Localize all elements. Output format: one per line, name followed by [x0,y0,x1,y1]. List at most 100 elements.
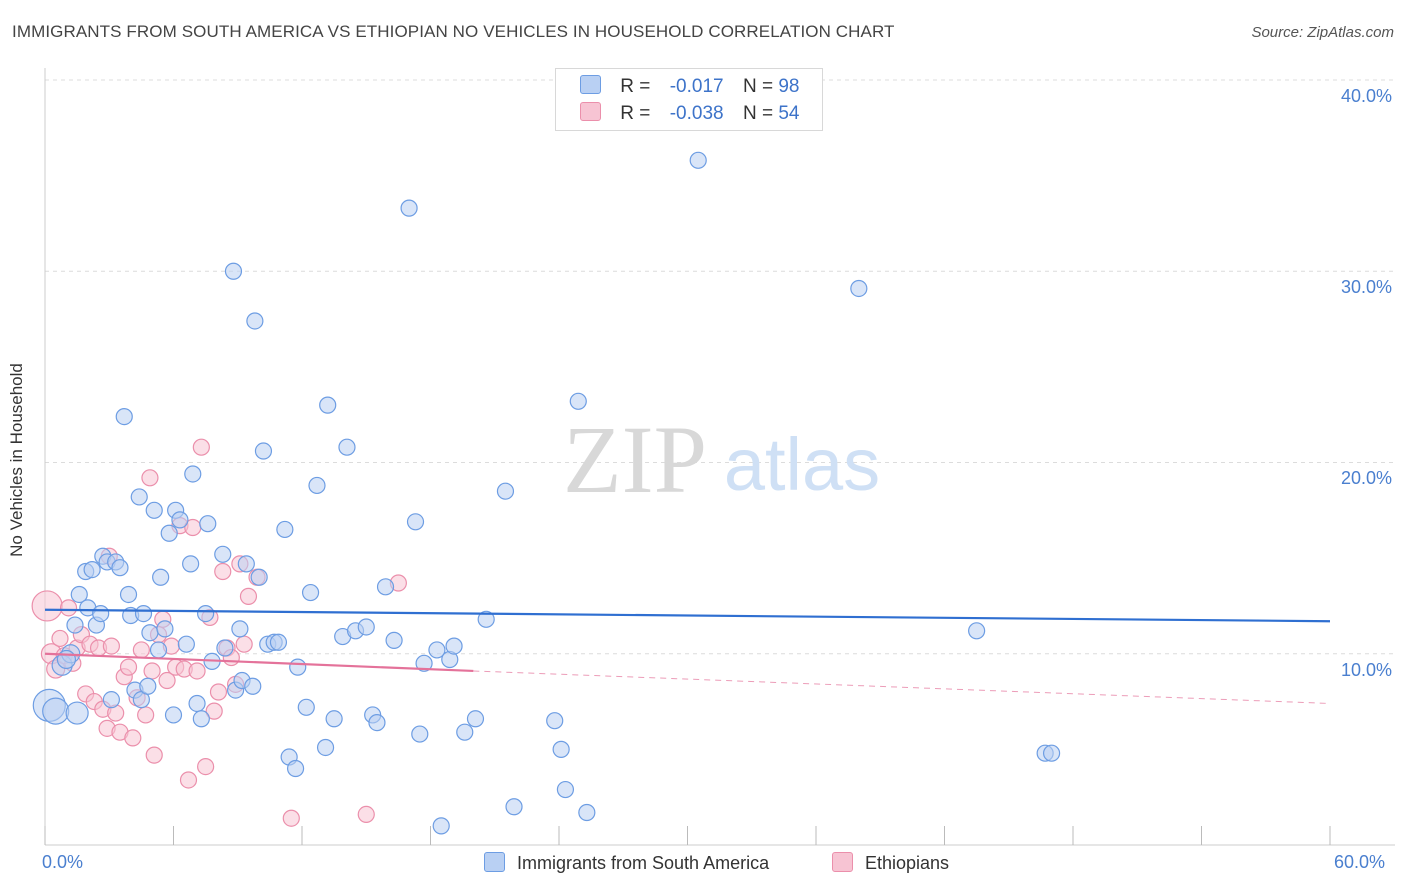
south-america-point [477,610,495,628]
south-america-point [505,798,523,816]
ethiopians-point [179,771,198,789]
ethiopians-point [31,590,63,622]
south-america-point [301,583,320,602]
south-america-points [32,151,1061,835]
watermark-atlas: atlas [724,423,880,506]
south-america-point [546,712,564,730]
bottom-legend-swatch-pink [832,852,853,872]
ethiopians-point [235,635,253,653]
ethiopians-point [141,469,159,487]
y-tick-label-40: 40.0% [1340,86,1392,106]
x-tick-label-60: 60.0% [1334,852,1386,872]
trend-lines [44,608,1331,704]
south-america-point [224,262,243,280]
south-america-point [139,677,157,695]
ethiopians-point [51,629,69,648]
south-america-point [184,465,202,483]
axes [44,68,1395,846]
legend-swatch-pink [580,102,601,121]
ethiopians-point [197,757,215,776]
south-america-point [145,501,163,519]
ethiopians-point [158,671,176,690]
south-america-point [56,649,77,670]
south-america-point [119,585,138,604]
ethiopians-point [124,729,142,747]
ethiopians-point [357,805,375,824]
south-america-point [102,691,120,709]
legend-row-south-america: R = -0.017 N = 98 [580,75,799,99]
south-america-trend-line [44,608,1331,623]
south-america-point [244,677,262,695]
ethiopians-point [59,599,78,617]
south-america-point [578,803,596,822]
south-america-point [177,635,195,653]
south-america-point [466,710,485,728]
south-america-point [319,396,337,414]
south-america-point [325,710,343,728]
south-america-point [297,698,315,716]
south-america-point [357,618,375,636]
south-america-point [152,568,170,586]
south-america-point [216,639,234,657]
south-america-point [92,604,110,623]
south-america-point [134,604,153,623]
ethiopians-point [209,683,228,701]
south-america-point [83,560,101,579]
south-america-point [406,513,425,531]
south-america-point [188,694,206,713]
south-america-point [308,476,326,495]
south-america-point [376,578,395,596]
y-axis-label: No Vehicles in Household [7,363,26,557]
south-america-point [289,658,307,676]
south-america-point [197,604,215,623]
legend-n-value: 98 [778,76,800,97]
south-america-point [199,515,217,533]
south-america-point [66,616,84,634]
bottom-legend-ethiopians: Ethiopians [832,852,949,874]
south-america-point [115,408,133,426]
ethiopians-trend-line [44,652,474,673]
source-label: Source: ZipAtlas.com [1251,24,1394,41]
south-america-point [250,568,268,586]
ethiopians-point [102,637,120,655]
legend-r-value: -0.017 [669,76,724,97]
ethiopians-point [205,702,223,720]
ethiopians-point [282,809,300,827]
watermark: ZIP atlas [563,406,880,513]
south-america-point [456,723,474,741]
south-america-point [156,620,174,638]
legend-n-value: 54 [778,103,800,124]
south-america-point [445,637,463,655]
south-america-point [141,624,159,642]
south-america-point [432,817,450,835]
south-america-point [214,545,232,563]
south-america-point [316,738,335,757]
south-america-point [552,740,570,758]
ethiopians-point [143,662,161,680]
south-america-point [269,633,288,651]
bottom-legend-label: Ethiopians [865,853,950,873]
south-america-point [968,622,986,640]
south-america-point [689,151,707,169]
south-america-point [569,392,587,410]
south-america-point [164,706,183,724]
south-america-point [400,199,418,217]
ethiopians-point [145,746,163,764]
correlation-legend: R = -0.017 N = 98 R = -0.038 N = 54 [555,68,823,131]
south-america-point [182,555,200,573]
watermark-zip: ZIP [563,406,707,513]
legend-n-label: N = [742,76,774,97]
legend-n-label: N = [742,103,774,124]
bottom-legend-swatch-blue [484,852,505,872]
south-america-point [368,713,386,732]
legend-r-label: R = [620,76,651,97]
south-america-point [254,442,273,460]
legend-r-label: R = [620,103,651,124]
legend-row-ethiopians: R = -0.038 N = 54 [580,102,799,126]
south-america-point [130,488,148,506]
ethiopians-point [137,706,155,724]
south-america-point [42,697,70,725]
south-america-point [192,710,210,728]
south-america-point [65,701,89,725]
